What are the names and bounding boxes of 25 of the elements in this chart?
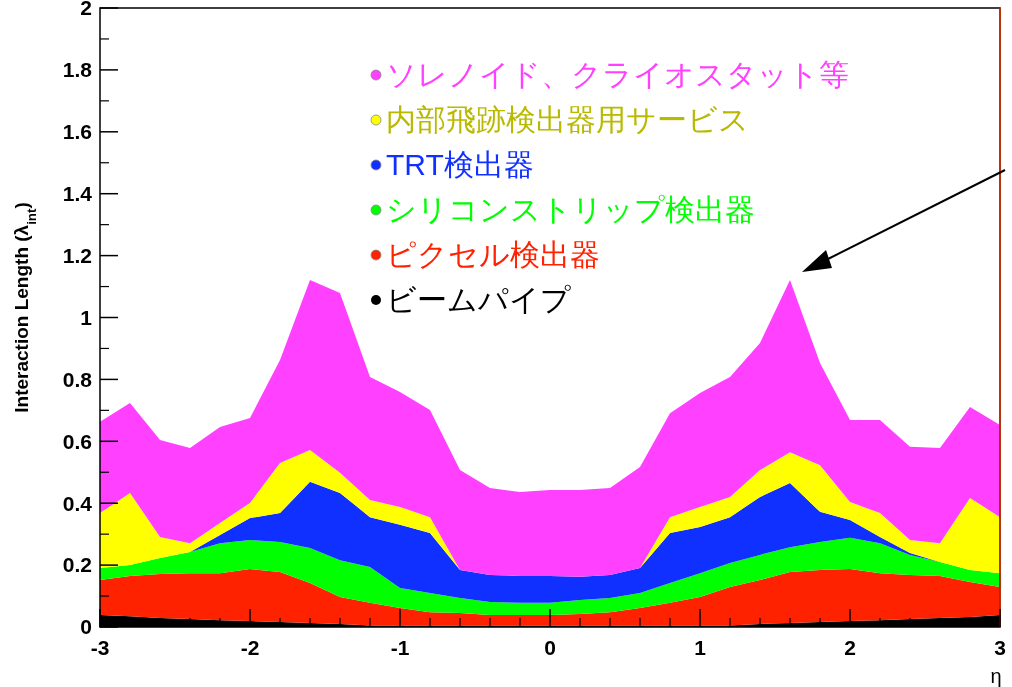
x-tick-label: 1 bbox=[694, 636, 707, 659]
y-tick-label: 0.6 bbox=[62, 429, 92, 453]
y-tick-label: 1.2 bbox=[62, 243, 92, 267]
legend-label: 内部飛跡検出器用サービス bbox=[386, 103, 749, 136]
x-tick-label: 3 bbox=[994, 636, 1006, 659]
y-tick-label: 0.2 bbox=[62, 553, 92, 577]
y-tick-label: 0.4 bbox=[62, 491, 93, 515]
legend-label: TRT検出器 bbox=[386, 148, 534, 181]
y-tick-label: 0 bbox=[80, 615, 92, 639]
y-tick-label: 2 bbox=[80, 0, 92, 20]
x-tick-label: -3 bbox=[90, 636, 110, 659]
x-tick-label: -1 bbox=[390, 636, 410, 659]
x-tick-label: 0 bbox=[544, 636, 556, 659]
legend-label: ピクセル検出器 bbox=[386, 238, 600, 271]
x-tick-label: -2 bbox=[240, 636, 260, 659]
y-tick-label: 1.6 bbox=[62, 120, 92, 144]
legend-label: ビームパイプ bbox=[386, 283, 571, 316]
x-axis-title: η bbox=[990, 665, 1002, 687]
y-tick-label: 0.8 bbox=[62, 367, 93, 391]
y-tick-label: 1.4 bbox=[62, 182, 93, 206]
y-tick-label: 1.8 bbox=[62, 58, 93, 82]
x-tick-label: 2 bbox=[844, 636, 856, 659]
y-tick-label: 1 bbox=[80, 305, 93, 329]
legend-label: シリコンストリップ検出器 bbox=[386, 193, 755, 226]
legend-label: ソレノイド、クライオスタット等 bbox=[386, 58, 849, 91]
